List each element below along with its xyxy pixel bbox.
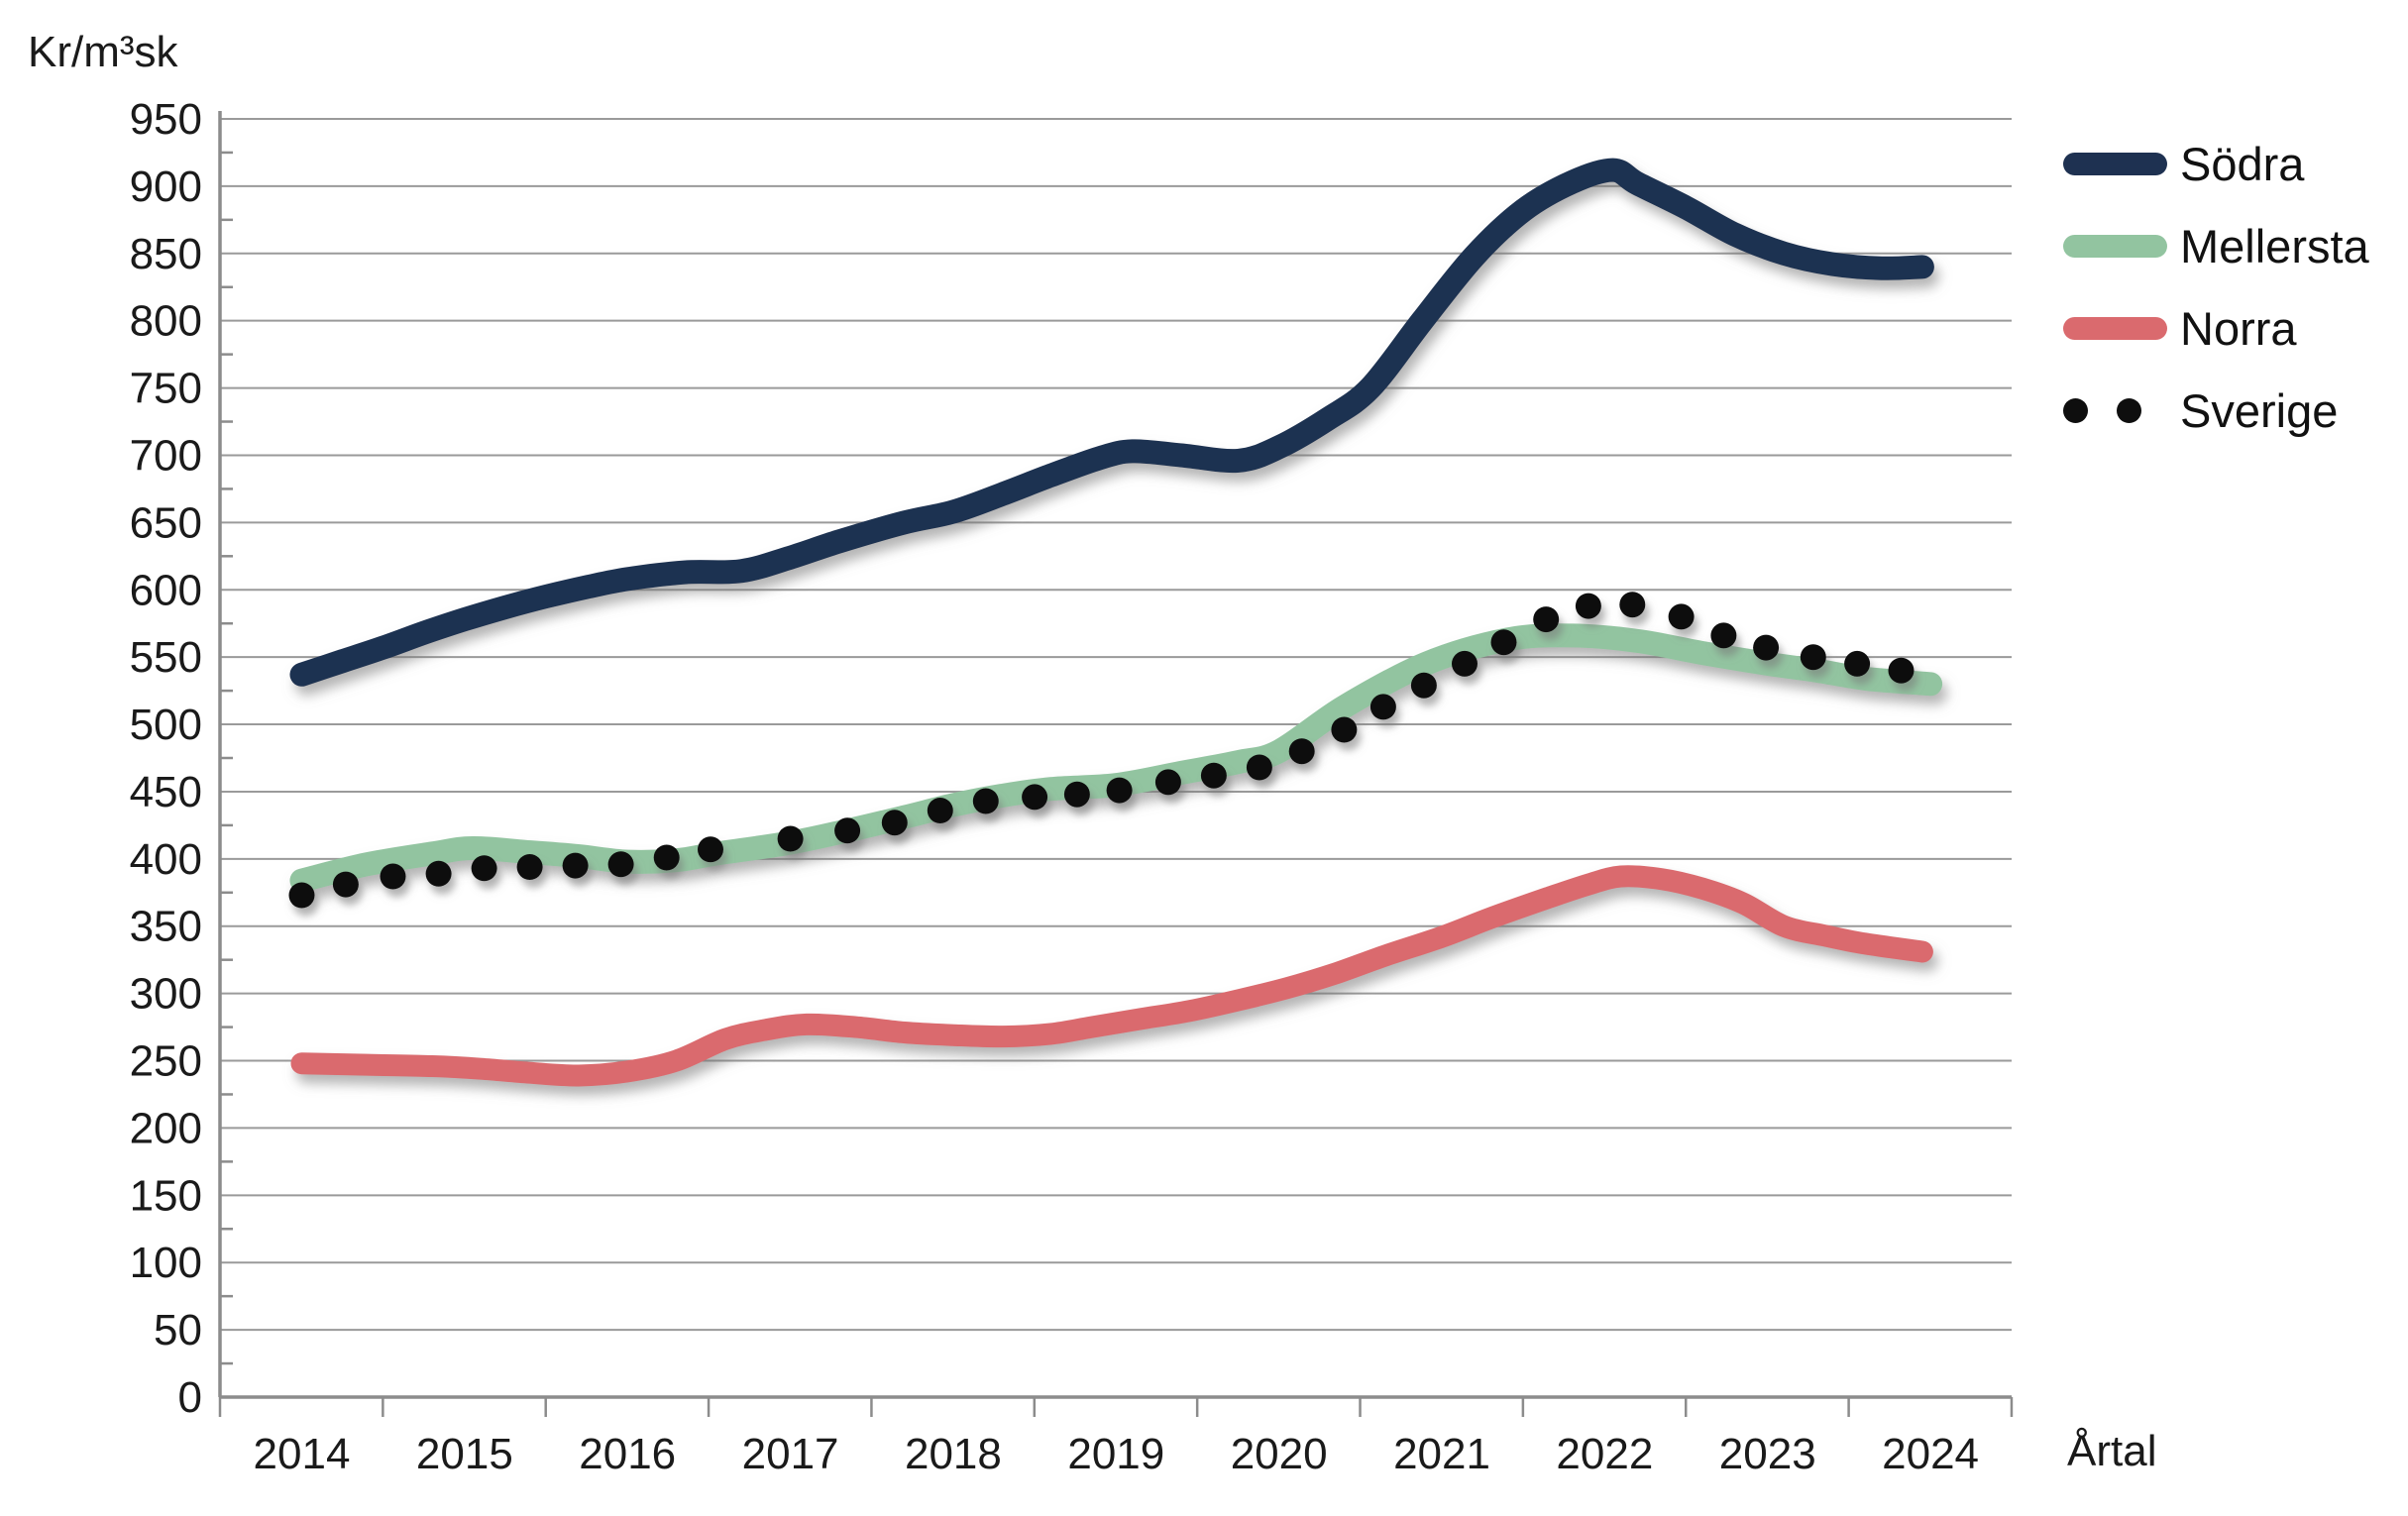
sverige-data-dot	[1246, 754, 1272, 781]
legend-label-mellersta: Mellersta	[2180, 220, 2369, 272]
legend-label-norra: Norra	[2180, 302, 2297, 355]
svg-text:2023: 2023	[1719, 1430, 1816, 1478]
svg-text:2022: 2022	[1556, 1430, 1653, 1478]
sverige-dot-series	[288, 592, 1915, 909]
legend-label-sodra: Södra	[2180, 138, 2305, 190]
svg-text:0: 0	[178, 1373, 202, 1422]
svg-text:350: 350	[130, 903, 202, 951]
sverige-data-dot	[834, 817, 861, 844]
svg-text:300: 300	[130, 970, 202, 1019]
svg-text:150: 150	[130, 1171, 202, 1220]
sverige-data-dot	[1575, 593, 1601, 619]
svg-text:450: 450	[130, 768, 202, 816]
sverige-data-dot	[1753, 634, 1780, 661]
svg-text:2014: 2014	[254, 1430, 351, 1478]
svg-text:2020: 2020	[1231, 1430, 1328, 1478]
sverige-data-dot	[562, 852, 589, 879]
svg-text:100: 100	[130, 1239, 202, 1287]
svg-text:250: 250	[130, 1037, 202, 1086]
sverige-data-dot	[1022, 784, 1048, 811]
sverige-data-dot	[698, 836, 723, 863]
y-axis-minor-ticks	[220, 151, 233, 1365]
svg-text:600: 600	[130, 566, 202, 614]
sverige-data-dot	[1619, 592, 1646, 618]
svg-text:700: 700	[130, 431, 202, 480]
mellersta-line	[289, 623, 1943, 893]
sverige-dot-swatch-icon	[2063, 398, 2088, 423]
svg-text:2024: 2024	[1882, 1430, 1979, 1478]
legend: Södra Mellersta Norra Sverige	[2063, 123, 2369, 452]
sverige-data-dot	[1888, 657, 1915, 684]
x-axis-year-labels: 2014 2015 2016 2017 2018 2019 2020 2021 2022 2023…	[254, 1430, 1979, 1478]
mellersta-line-swatch-icon	[2063, 235, 2167, 258]
sverige-data-dot	[777, 825, 804, 852]
svg-text:950: 950	[130, 95, 202, 144]
sverige-data-dot	[288, 882, 315, 909]
sverige-data-dot	[1106, 777, 1133, 804]
svg-text:2019: 2019	[1067, 1430, 1164, 1478]
sverige-data-dot	[332, 871, 359, 898]
svg-text:850: 850	[130, 230, 202, 278]
sverige-data-dot	[1452, 650, 1478, 677]
sverige-data-dot	[1369, 694, 1396, 720]
sverige-data-dot	[516, 854, 543, 880]
svg-text:50: 50	[154, 1306, 202, 1354]
sodra-line-swatch-icon	[2063, 153, 2167, 175]
sverige-data-dot	[1844, 650, 1871, 677]
y-axis-tick-labels: 0 50 100 150 200 250 300 350 400 450 500 550 600 650 7…	[130, 95, 202, 1422]
svg-text:2018: 2018	[905, 1430, 1002, 1478]
svg-text:2021: 2021	[1393, 1430, 1490, 1478]
sodra-line	[289, 158, 1934, 687]
x-axis-ticks	[218, 1397, 2014, 1417]
sverige-data-dot	[1800, 644, 1826, 671]
legend-item-sverige: Sverige	[2063, 370, 2369, 452]
sverige-data-dot	[1668, 603, 1695, 630]
sverige-data-dot	[881, 810, 908, 836]
legend-item-sodra: Södra	[2063, 123, 2369, 205]
y-axis-unit-label: Kr/m³sk	[28, 28, 178, 76]
x-axis-unit-label: Årtal	[2067, 1427, 2157, 1475]
svg-text:2017: 2017	[742, 1430, 839, 1478]
sverige-data-dot	[1154, 769, 1181, 796]
sverige-data-dot	[471, 855, 497, 882]
svg-text:2016: 2016	[579, 1430, 676, 1478]
sverige-data-dot	[1533, 606, 1560, 633]
svg-text:750: 750	[130, 365, 202, 413]
sverige-data-dot	[972, 788, 999, 814]
sverige-data-dot	[1410, 672, 1437, 699]
svg-text:400: 400	[130, 835, 202, 884]
sverige-data-dot	[1063, 781, 1090, 808]
legend-item-mellersta: Mellersta	[2063, 205, 2369, 287]
svg-text:2015: 2015	[416, 1430, 513, 1478]
sverige-data-dot	[653, 844, 680, 871]
sverige-data-dot	[380, 863, 406, 890]
sverige-data-dot	[425, 860, 452, 887]
gridlines	[220, 117, 2012, 1332]
sverige-data-dot	[927, 798, 953, 823]
legend-label-sverige: Sverige	[2180, 384, 2339, 437]
sverige-dot-swatch-icon	[2117, 398, 2141, 423]
svg-text:200: 200	[130, 1104, 202, 1152]
sverige-data-dot	[1288, 738, 1315, 765]
norra-line	[290, 865, 1933, 1087]
sverige-data-dot	[1490, 629, 1517, 656]
sverige-data-dot	[1200, 762, 1227, 789]
sverige-data-dot	[607, 851, 634, 878]
svg-text:550: 550	[130, 633, 202, 682]
svg-text:800: 800	[130, 297, 202, 346]
svg-text:500: 500	[130, 701, 202, 749]
axes	[218, 110, 2012, 1399]
norra-line-swatch-icon	[2063, 317, 2167, 340]
sverige-data-dot	[1710, 622, 1737, 649]
svg-text:650: 650	[130, 498, 202, 547]
legend-item-norra: Norra	[2063, 287, 2369, 370]
svg-text:900: 900	[130, 162, 202, 211]
sverige-data-dot	[1331, 716, 1358, 743]
